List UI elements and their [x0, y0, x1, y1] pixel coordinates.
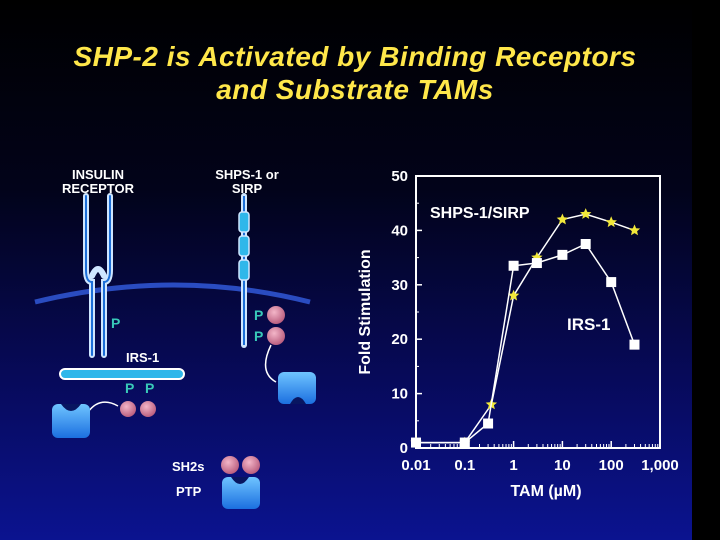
irs1-sh2-ball-1	[120, 401, 136, 417]
phospho-label-shps1-a: P	[254, 307, 264, 323]
phospho-label-shps1-b: P	[254, 328, 264, 344]
y-tick-label: 30	[391, 277, 408, 294]
data-point-square	[557, 249, 568, 260]
irs1-linker	[87, 401, 119, 413]
shps1-ptp-box	[278, 372, 316, 404]
data-point-square	[483, 418, 494, 429]
irs1-label: IRS-1	[126, 350, 160, 365]
free-sh2-ball-1	[221, 456, 239, 474]
irs1-ptp-box	[52, 404, 90, 438]
insulin-receptor-core	[85, 195, 111, 356]
phospho-label-insulin-receptor: P	[111, 315, 121, 331]
phospho-label-irs1-b: P	[145, 380, 155, 396]
ptp-label: PTP	[176, 484, 202, 499]
series-label-shps1: SHPS-1/SIRP	[430, 205, 530, 222]
shps1-domain-1	[238, 211, 250, 233]
cell-membrane	[34, 282, 311, 305]
shps1-sh2-ball-1	[267, 306, 285, 324]
data-point-square	[508, 260, 519, 271]
data-point-square	[411, 437, 421, 448]
x-tick-label: 0.1	[454, 457, 475, 474]
data-point-square	[531, 258, 542, 269]
shps1-label: SHPS-1 or SIRP	[202, 168, 292, 196]
data-point-star	[605, 216, 617, 228]
x-tick-label: 1,000	[641, 457, 679, 474]
shps1-sh2-ball-2	[267, 327, 285, 345]
y-tick-label: 40	[391, 222, 408, 239]
x-axis-title: TAM (µM)	[510, 483, 581, 500]
series-line-2	[416, 243, 636, 444]
data-point-star	[507, 289, 520, 301]
phospho-label-irs1-a: P	[125, 380, 135, 396]
y-tick-label: 20	[391, 331, 408, 348]
y-axis-title: Fold Stimulation	[357, 249, 374, 374]
shps1-domain-3	[238, 259, 250, 281]
x-tick-label: 0.01	[401, 457, 430, 474]
irs1-sh2-ball-2	[140, 401, 156, 417]
x-tick-label: 100	[599, 457, 624, 474]
x-tick-label: 10	[554, 457, 571, 474]
title-line-1: SHP-2 is Activated by Binding Receptors	[73, 41, 637, 72]
y-tick-label: 0	[400, 440, 408, 457]
data-point-square	[580, 239, 591, 249]
shps1-label-line-1: SHPS-1 or	[215, 167, 279, 182]
data-point-star	[556, 213, 569, 225]
shps1-linker	[264, 344, 277, 383]
irs1-bar	[59, 368, 185, 380]
insulin-receptor-label: INSULIN RECEPTOR	[48, 168, 148, 196]
free-sh2-ball-2	[242, 456, 260, 474]
insulin-label-line-2: RECEPTOR	[62, 181, 134, 196]
data-point-star	[628, 224, 641, 236]
y-tick-label: 10	[391, 386, 408, 403]
free-ptp-box	[222, 477, 260, 509]
sh2s-label: SH2s	[172, 459, 205, 474]
right-edge-bar	[692, 0, 720, 540]
data-point-square	[629, 339, 640, 350]
data-point-square	[606, 277, 617, 288]
title-line-2: and Substrate TAMs	[216, 74, 494, 105]
shps1-domain-2	[238, 235, 250, 257]
y-tick-label: 50	[391, 168, 408, 185]
data-point-star	[580, 208, 592, 219]
x-tick-label: 1	[509, 457, 517, 474]
slide-title: SHP-2 is Activated by Binding Receptors …	[0, 40, 710, 106]
insulin-label-line-1: INSULIN	[72, 167, 124, 182]
series-label-irs1: IRS-1	[567, 315, 610, 334]
data-point-square	[459, 437, 470, 448]
shps1-label-line-2: SIRP	[231, 181, 263, 196]
